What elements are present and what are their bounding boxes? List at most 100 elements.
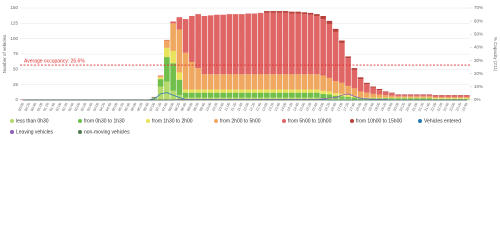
bar-segment	[370, 93, 376, 98]
bar-segment	[357, 77, 364, 80]
bar-segment	[295, 89, 301, 93]
x-tick-label: 20:00	[392, 102, 399, 112]
bar-segment	[295, 92, 301, 98]
x-tick-label: 04:40	[105, 102, 112, 112]
bar-segment	[357, 91, 364, 98]
x-tick-label: 09:20	[192, 102, 199, 112]
bar-segment	[170, 50, 176, 64]
bar-segment	[320, 93, 326, 99]
y2-tick-label: 60%	[474, 18, 483, 23]
bar-segment	[464, 95, 470, 97]
bar-segment	[401, 96, 408, 98]
y-tick-label: 100	[10, 36, 18, 41]
bar-segment	[245, 97, 251, 100]
x-tick-label: 18:00	[355, 102, 362, 112]
bar-segment	[332, 28, 339, 32]
x-tick-label: 22:40	[442, 102, 449, 112]
bar-segment	[232, 92, 239, 98]
bar-segment	[245, 89, 251, 93]
x-tick-label: 05:00	[111, 102, 118, 112]
x-tick-label: 23:20	[455, 102, 462, 112]
bar-segment	[426, 96, 433, 98]
bar-segment	[282, 11, 289, 13]
x-tick-label: 02:40	[67, 102, 74, 112]
x-tick-label: 02:20	[61, 102, 68, 112]
bar-segment	[176, 79, 183, 96]
x-tick-label: 08:00	[167, 102, 174, 112]
bar-segment	[357, 98, 364, 100]
bar-segment	[307, 14, 314, 75]
bar-segment	[395, 96, 401, 98]
bar-segment	[345, 85, 351, 96]
bar-segment	[170, 63, 176, 91]
bar-segment	[420, 95, 426, 97]
bar-segment	[320, 90, 326, 94]
legend-marker	[10, 119, 14, 123]
bar-segment	[426, 97, 433, 99]
bar-segment	[389, 97, 395, 99]
bar-segment	[289, 11, 295, 14]
bar-segment	[226, 97, 233, 100]
x-tick-label: 14:40	[292, 102, 299, 112]
bar-segment	[376, 94, 383, 98]
bar-segment	[201, 97, 208, 100]
legend-label: Vehicles entered	[424, 118, 461, 124]
bar-segment	[257, 74, 264, 90]
bar-segment	[195, 14, 201, 69]
bar-segment	[451, 98, 458, 100]
bar-segment	[257, 89, 264, 93]
bar-segment	[389, 95, 395, 98]
bar-segment	[295, 97, 301, 100]
bar-segment	[220, 74, 226, 90]
bar-segment	[251, 13, 258, 75]
bar-segment	[289, 89, 295, 93]
bar-segment	[407, 95, 414, 97]
bar-segment	[295, 11, 301, 14]
bar-segment	[251, 97, 258, 100]
bar-segment	[207, 89, 214, 93]
bar-segment	[239, 89, 245, 93]
bar-segment	[445, 98, 451, 99]
bar-segment	[264, 97, 270, 100]
legend-marker	[350, 119, 354, 123]
bar-segment	[401, 95, 408, 97]
bar-segment	[157, 79, 164, 87]
legend-label: Leaving vehicles	[16, 129, 53, 135]
x-tick-label: 14:20	[286, 102, 293, 112]
bar-segment	[257, 12, 264, 75]
x-tick-label: 08:20	[174, 102, 181, 112]
bar-segment	[432, 95, 439, 96]
legend-marker	[146, 119, 150, 123]
legend-label: from 2h00 to 5h00	[220, 118, 261, 124]
bar-segment	[326, 20, 333, 24]
x-tick-label: 07:00	[149, 102, 156, 112]
bar-segment	[445, 98, 451, 100]
bar-segment	[439, 95, 445, 97]
bar-segment	[189, 61, 195, 90]
bar-segment	[432, 98, 439, 99]
bar-segment	[176, 17, 183, 30]
x-tick-label: 16:00	[317, 102, 324, 112]
bar-segment	[226, 89, 233, 93]
bar-segment	[182, 52, 189, 90]
bar-segment	[339, 42, 345, 83]
bar-segment	[351, 88, 358, 96]
legend-marker	[418, 119, 422, 123]
bar-segment	[201, 89, 208, 93]
x-tick-label: 05:40	[124, 102, 131, 112]
bar-segment	[226, 74, 233, 90]
bar-segment	[307, 74, 314, 90]
x-tick-label: 12:00	[242, 102, 249, 112]
bar-segment	[214, 14, 220, 75]
bar-segment	[307, 12, 314, 15]
bar-segment	[189, 89, 195, 93]
bar-segment	[220, 97, 226, 100]
bar-segment	[395, 95, 401, 97]
bar-segment	[326, 23, 333, 78]
bar-segment	[420, 96, 426, 98]
bar-segment	[414, 96, 420, 98]
bar-segment	[364, 97, 370, 99]
bar-segment	[301, 89, 308, 93]
bar-segment	[276, 97, 283, 100]
bar-segment	[195, 97, 201, 100]
